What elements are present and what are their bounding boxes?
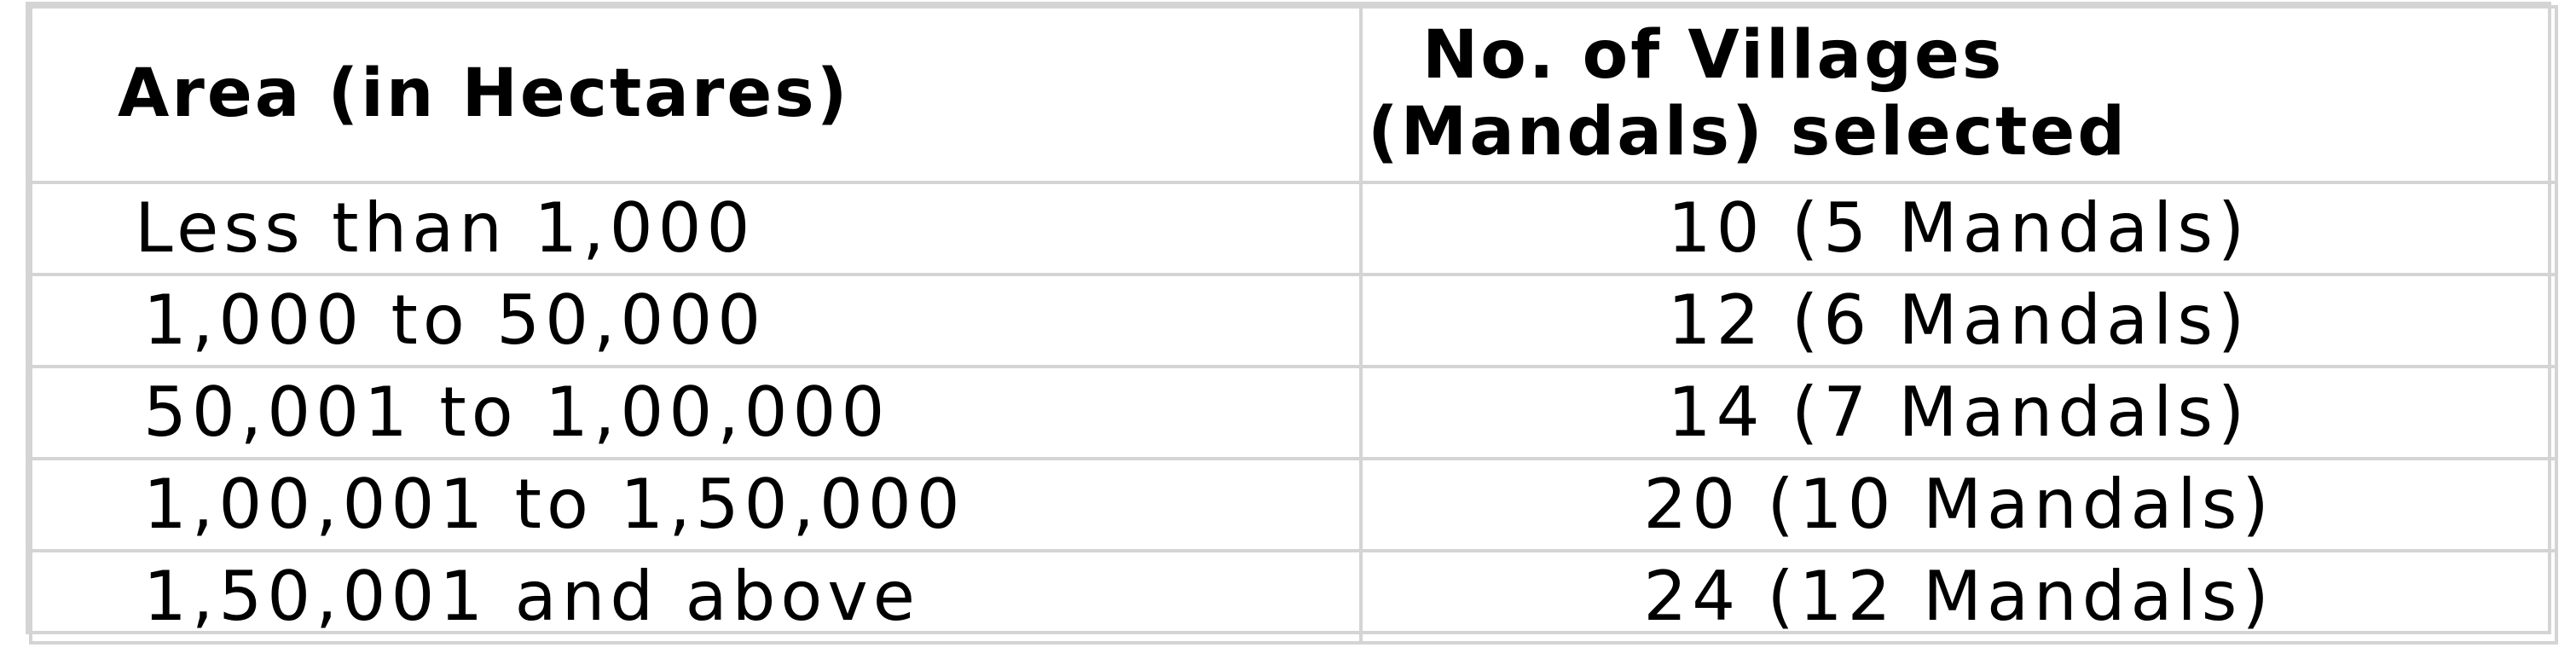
table-row: 50,001 to 1,00,000 14 (7 Mandals) xyxy=(29,365,2558,460)
table-row: Less than 1,000 10 (5 Mandals) xyxy=(29,181,2558,276)
area-column-header: Area (in Hectares) xyxy=(29,5,1363,184)
table-row: 1,50,001 and above 24 (12 Mandals) xyxy=(29,549,2558,645)
area-cell: Less than 1,000 xyxy=(29,181,1363,276)
data-table: Area (in Hectares) No. of Villages (Mand… xyxy=(29,5,2558,645)
villages-cell: 10 (5 Mandals) xyxy=(1359,181,2558,276)
villages-cell: 12 (6 Mandals) xyxy=(1359,273,2558,368)
villages-header-line1: No. of Villages xyxy=(1422,17,2005,95)
villages-selection-table: Area (in Hectares) No. of Villages (Mand… xyxy=(26,2,2558,645)
area-cell: 50,001 to 1,00,000 xyxy=(29,365,1363,460)
villages-header-line2: (Mandals) selected xyxy=(1368,94,2128,171)
villages-cell: 24 (12 Mandals) xyxy=(1359,549,2558,645)
area-cell: 1,00,001 to 1,50,000 xyxy=(29,457,1363,552)
area-cell: 1,000 to 50,000 xyxy=(29,273,1363,368)
villages-column-header: No. of Villages (Mandals) selected xyxy=(1359,5,2558,184)
villages-cell: 14 (7 Mandals) xyxy=(1359,365,2558,460)
table-row: 1,000 to 50,000 12 (6 Mandals) xyxy=(29,273,2558,368)
area-cell: 1,50,001 and above xyxy=(29,549,1363,645)
villages-cell: 20 (10 Mandals) xyxy=(1359,457,2558,552)
table-row: 1,00,001 to 1,50,000 20 (10 Mandals) xyxy=(29,457,2558,552)
header-row: Area (in Hectares) No. of Villages (Mand… xyxy=(29,5,2558,184)
